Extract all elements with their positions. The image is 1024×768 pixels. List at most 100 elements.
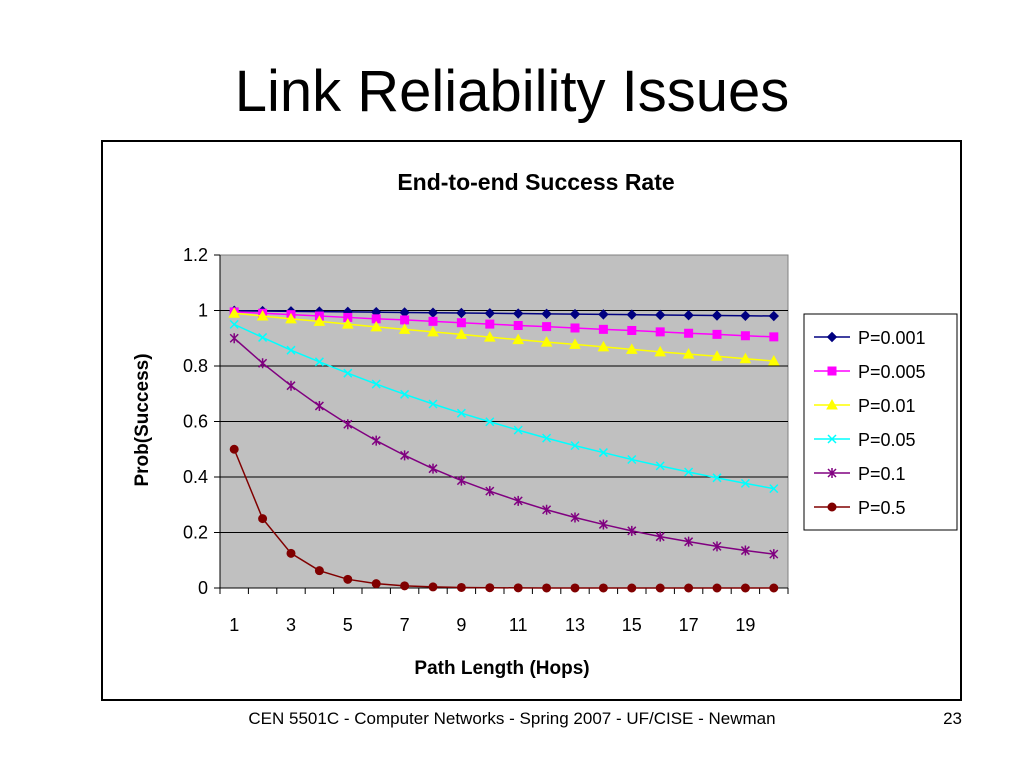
data-point [400,389,410,399]
data-point [598,448,608,458]
series-P=0.05 [229,319,779,494]
x-tick-label: 3 [286,615,296,635]
data-point [542,433,552,443]
data-point [627,525,637,536]
data-point [655,583,665,593]
data-point [286,345,296,355]
data-point [598,324,608,334]
data-point [570,583,580,593]
data-point [513,583,523,593]
chart-title: End-to-end Success Rate [397,169,674,195]
data-point [740,545,750,556]
legend-box [803,313,958,531]
slide-title: Link Reliability Issues [234,59,790,124]
data-point [286,548,296,558]
data-point [512,308,524,319]
legend-marker [827,468,837,478]
series-line [234,312,774,362]
legend-label: P=0.005 [858,362,926,382]
data-point [740,583,750,593]
data-point [570,512,580,523]
data-point [258,358,268,369]
x-tick-label: 13 [565,615,585,635]
data-point [258,332,268,342]
data-point [513,320,523,330]
data-point [485,583,495,593]
series-line [234,311,774,338]
legend-marker [827,366,837,376]
legend-item: P=0.5 [814,498,906,518]
x-tick-label: 11 [509,615,528,635]
data-point [655,531,665,542]
series-P=0.5 [229,444,779,593]
legend-item: P=0.001 [814,328,926,348]
slide-number: 23 [943,709,962,728]
data-point [569,308,581,320]
data-point [456,307,467,319]
data-point [229,333,239,344]
series-line [233,323,774,490]
series-line [233,448,774,589]
data-point [712,329,722,339]
data-point [343,368,353,378]
y-tick-label: 0.2 [183,523,208,543]
data-point [598,309,609,320]
data-point [569,338,581,349]
data-point [512,333,525,345]
data-point [655,327,665,337]
data-point [256,310,269,321]
legend-marker [827,434,837,444]
data-point [540,336,553,347]
data-point [285,312,297,324]
data-point [483,331,496,342]
data-point [371,379,381,389]
data-point [627,325,637,335]
data-point [767,354,780,366]
data-point [228,307,241,318]
data-point [712,583,722,593]
data-point [654,309,666,321]
data-point [684,583,694,593]
legend-label: P=0.001 [858,328,926,348]
data-point [428,316,438,326]
y-tick-label: 1.2 [183,245,208,265]
data-point [456,318,466,328]
data-point [398,323,411,334]
data-point [597,340,610,352]
legend-label: P=0.05 [858,430,916,450]
data-point [542,504,552,515]
data-point [341,318,354,329]
data-point [570,441,580,451]
data-point [371,435,381,446]
data-point [684,328,694,338]
x-tick-label: 19 [735,615,755,635]
legend-label: P=0.5 [858,498,906,518]
data-point [739,352,752,364]
data-point [598,519,608,530]
data-point [229,444,239,454]
x-tick-label: 17 [679,615,699,635]
x-tick-label: 15 [622,615,642,635]
legend-item: P=0.005 [814,362,926,382]
data-point [456,475,466,486]
x-tick-label: 9 [456,615,466,635]
data-point [627,454,637,465]
series-P=0.01 [228,307,780,366]
data-point [740,478,750,488]
data-point [428,463,438,474]
data-point [428,399,438,409]
data-point [683,310,694,321]
data-point [485,319,495,329]
series-P=0.1 [229,333,779,560]
data-point [712,473,722,483]
data-point [258,514,268,524]
data-point [313,315,326,326]
data-point [570,323,580,333]
data-point [314,566,324,576]
data-point [400,581,410,591]
data-point [598,583,608,593]
data-point [541,308,552,320]
data-point [343,574,353,584]
data-point [769,549,779,560]
data-point [484,308,496,319]
